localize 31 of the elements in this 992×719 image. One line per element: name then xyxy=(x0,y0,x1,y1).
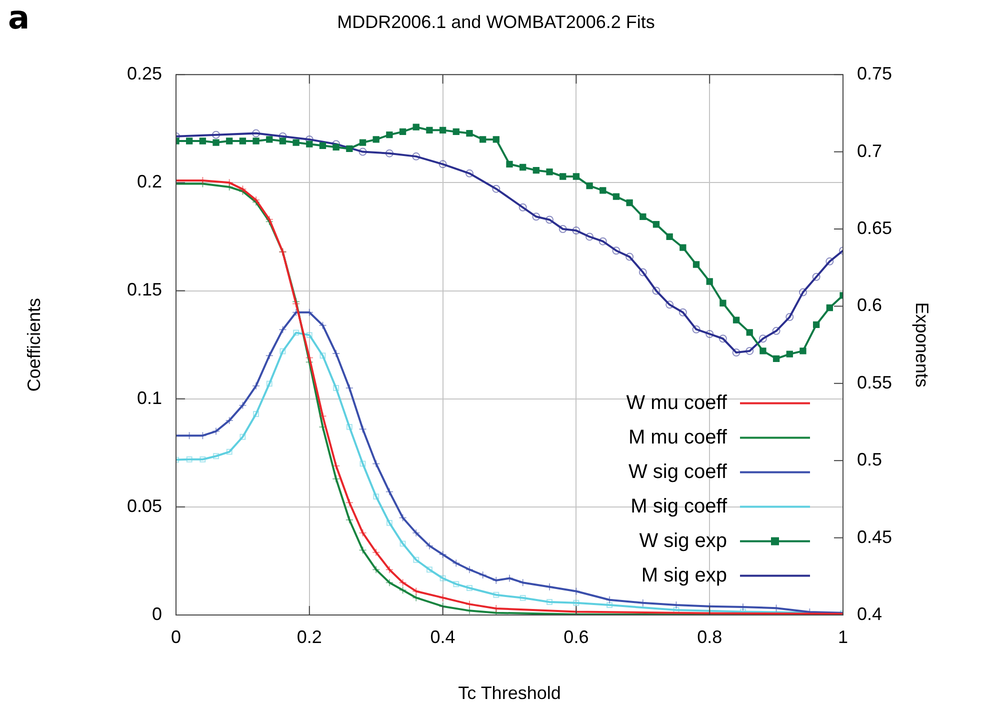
y2-tick-label: 0.7 xyxy=(857,140,882,161)
x-tick-label: 0 xyxy=(170,626,182,647)
y2-tick-label: 0.75 xyxy=(857,64,892,84)
x-tick-label: 1 xyxy=(838,626,848,647)
y2-tick-label: 0.6 xyxy=(857,295,882,316)
y-tick-label: 0.25 xyxy=(126,64,162,84)
y-tick-label: 0.05 xyxy=(126,496,162,516)
y-tick-label: 0.1 xyxy=(136,388,162,408)
legend-label: W sig exp xyxy=(639,530,727,552)
y2-axis-title: Exponents xyxy=(912,302,932,388)
x-tick-label: 0.8 xyxy=(697,626,722,647)
legend-label: M sig exp xyxy=(641,564,727,586)
y2-tick-label: 0.65 xyxy=(857,218,892,238)
legend-label: W sig coeff xyxy=(628,460,728,483)
y2-tick-label: 0.45 xyxy=(857,526,892,547)
y2-tick-label: 0.55 xyxy=(857,372,892,392)
y-tick-label: 0.15 xyxy=(126,280,162,300)
x-tick-label: 0.6 xyxy=(564,626,589,647)
legend-label: W mu coeff xyxy=(626,392,728,414)
y-axis-title: Coefficients xyxy=(24,298,44,392)
y-tick-label: 0 xyxy=(152,604,162,624)
legend-label: M sig coeff xyxy=(630,495,728,518)
chart-title: MDDR2006.1 and WOMBAT2006.2 Fits xyxy=(337,12,655,32)
legend-label: M mu coeff xyxy=(628,426,728,448)
y2-tick-label: 0.4 xyxy=(857,604,882,624)
x-tick-label: 0.4 xyxy=(430,626,456,647)
y2-tick-label: 0.5 xyxy=(857,450,882,470)
x-axis-title: Tc Threshold xyxy=(458,683,561,704)
y-tick-label: 0.2 xyxy=(136,172,162,192)
x-tick-label: 0.2 xyxy=(296,626,322,647)
text: a xyxy=(8,0,30,36)
